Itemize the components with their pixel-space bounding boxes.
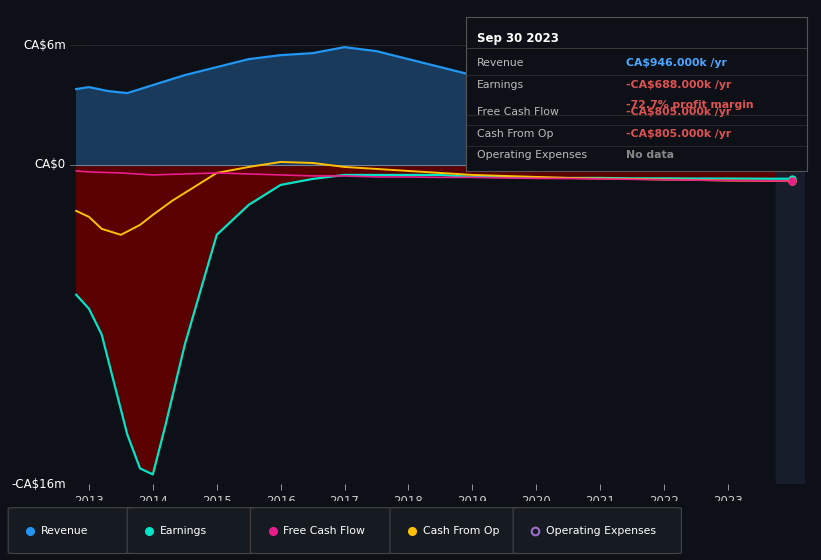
Bar	[776, 25, 805, 484]
Text: Earnings: Earnings	[160, 526, 207, 535]
Text: Free Cash Flow: Free Cash Flow	[476, 108, 558, 117]
Text: Cash From Op: Cash From Op	[423, 526, 499, 535]
FancyBboxPatch shape	[513, 508, 681, 553]
Text: CA$946.000k /yr: CA$946.000k /yr	[626, 58, 727, 68]
Text: Revenue: Revenue	[41, 526, 89, 535]
Text: -CA$16m: -CA$16m	[11, 478, 66, 491]
Text: Free Cash Flow: Free Cash Flow	[283, 526, 365, 535]
Text: Operating Expenses: Operating Expenses	[546, 526, 656, 535]
Text: -72.7% profit margin: -72.7% profit margin	[626, 100, 754, 110]
Text: No data: No data	[626, 151, 675, 160]
Text: Operating Expenses: Operating Expenses	[476, 151, 586, 160]
Text: -CA$805.000k /yr: -CA$805.000k /yr	[626, 129, 732, 139]
Text: CA$6m: CA$6m	[23, 39, 66, 52]
FancyBboxPatch shape	[127, 508, 259, 553]
Text: CA$0: CA$0	[34, 158, 66, 171]
FancyBboxPatch shape	[250, 508, 398, 553]
Text: Revenue: Revenue	[476, 58, 524, 68]
Text: Earnings: Earnings	[476, 80, 524, 90]
Text: Sep 30 2023: Sep 30 2023	[476, 32, 558, 45]
Text: -CA$805.000k /yr: -CA$805.000k /yr	[626, 108, 732, 117]
Text: -CA$688.000k /yr: -CA$688.000k /yr	[626, 80, 732, 90]
FancyBboxPatch shape	[390, 508, 525, 553]
FancyBboxPatch shape	[8, 508, 135, 553]
Text: Cash From Op: Cash From Op	[476, 129, 553, 139]
